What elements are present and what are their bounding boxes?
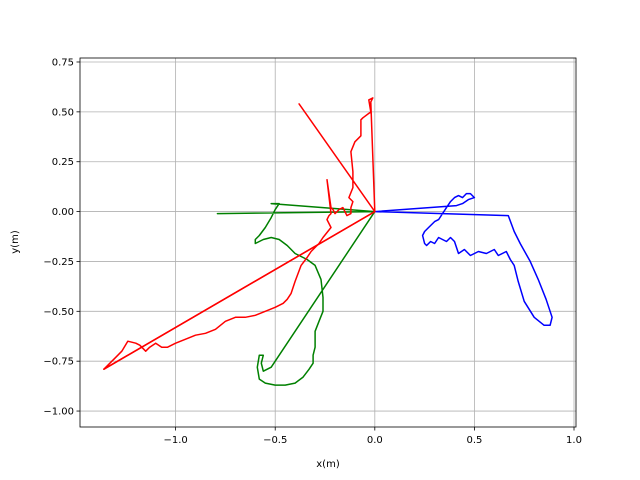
series-line-red-straight (103, 210, 376, 370)
x-tick-label: 1.0 (566, 435, 582, 446)
y-axis-label: y(m) (10, 230, 21, 254)
y-tick-label: −1.00 (43, 407, 74, 418)
y-tick-label: 0.50 (52, 107, 74, 118)
y-tick-label: 0.25 (52, 157, 74, 168)
series-line-red (103, 97, 376, 370)
y-tick-label: −0.25 (43, 257, 74, 268)
y-tick-label: 0.75 (52, 57, 74, 68)
x-tick-label: −0.5 (263, 435, 287, 446)
series-group (103, 97, 553, 386)
y-tick-label: −0.75 (43, 357, 74, 368)
plot-area (80, 58, 576, 427)
axes-frame (79, 57, 577, 428)
series-line-green (216, 202, 376, 386)
x-axis-label: x(m) (316, 459, 340, 470)
x-tick-label: 0.5 (466, 435, 482, 446)
x-tick-label: −1.0 (163, 435, 187, 446)
series-line-blue (374, 192, 553, 327)
x-tick-label: 0.0 (367, 435, 383, 446)
y-tick-label: 0.00 (52, 207, 74, 218)
y-tick-label: −0.50 (43, 307, 74, 318)
ticks: −1.0 −0.5 0.0 0.5 1.0 −1.00 −0.75 −0.50 −0.25 0.0… (43, 57, 582, 446)
